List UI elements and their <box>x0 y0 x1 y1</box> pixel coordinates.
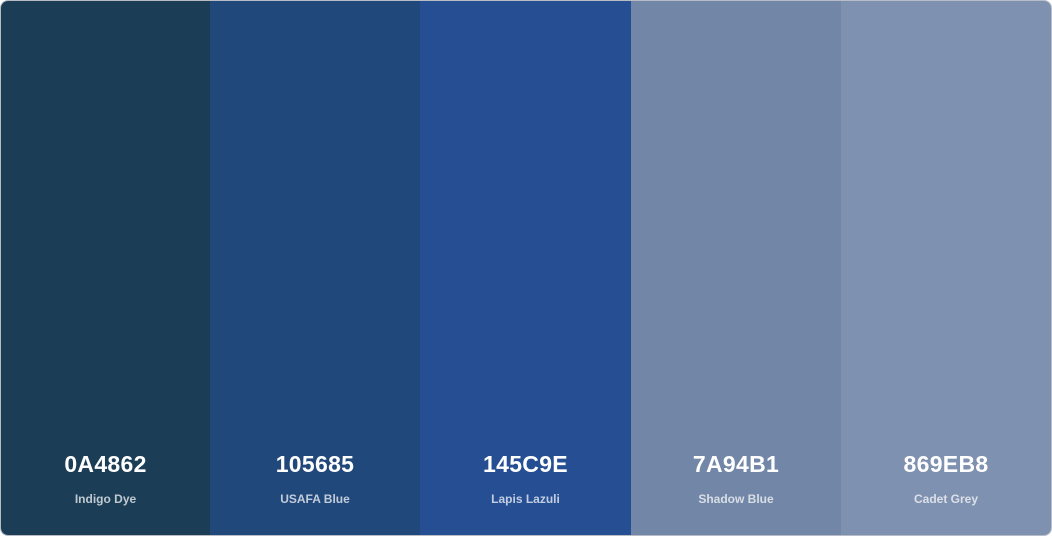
swatch-lapis-lazuli[interactable]: 145C9E Lapis Lazuli <box>420 1 631 535</box>
swatch-hex-code[interactable]: 105685 <box>275 451 355 477</box>
swatch-shadow-blue[interactable]: 7A94B1 Shadow Blue <box>631 1 841 535</box>
swatch-usafa-blue[interactable]: 105685 USAFA Blue <box>210 1 420 535</box>
swatch-hex-code[interactable]: 145C9E <box>483 451 568 477</box>
swatch-hex-code[interactable]: 0A4862 <box>64 451 147 477</box>
swatch-hex-code[interactable]: 869EB8 <box>903 451 989 477</box>
swatch-color-name: USAFA Blue <box>280 492 350 506</box>
swatch-color-name: Indigo Dye <box>74 492 137 506</box>
swatch-cadet-grey[interactable]: 869EB8 Cadet Grey <box>841 1 1051 535</box>
swatch-color-name: Lapis Lazuli <box>491 492 560 506</box>
swatch-color-name: Shadow Blue <box>698 492 774 506</box>
swatch-color-name: Cadet Grey <box>913 492 979 506</box>
swatch-indigo-dye[interactable]: 0A4862 Indigo Dye <box>1 1 210 535</box>
swatch-hex-code[interactable]: 7A94B1 <box>692 451 780 477</box>
